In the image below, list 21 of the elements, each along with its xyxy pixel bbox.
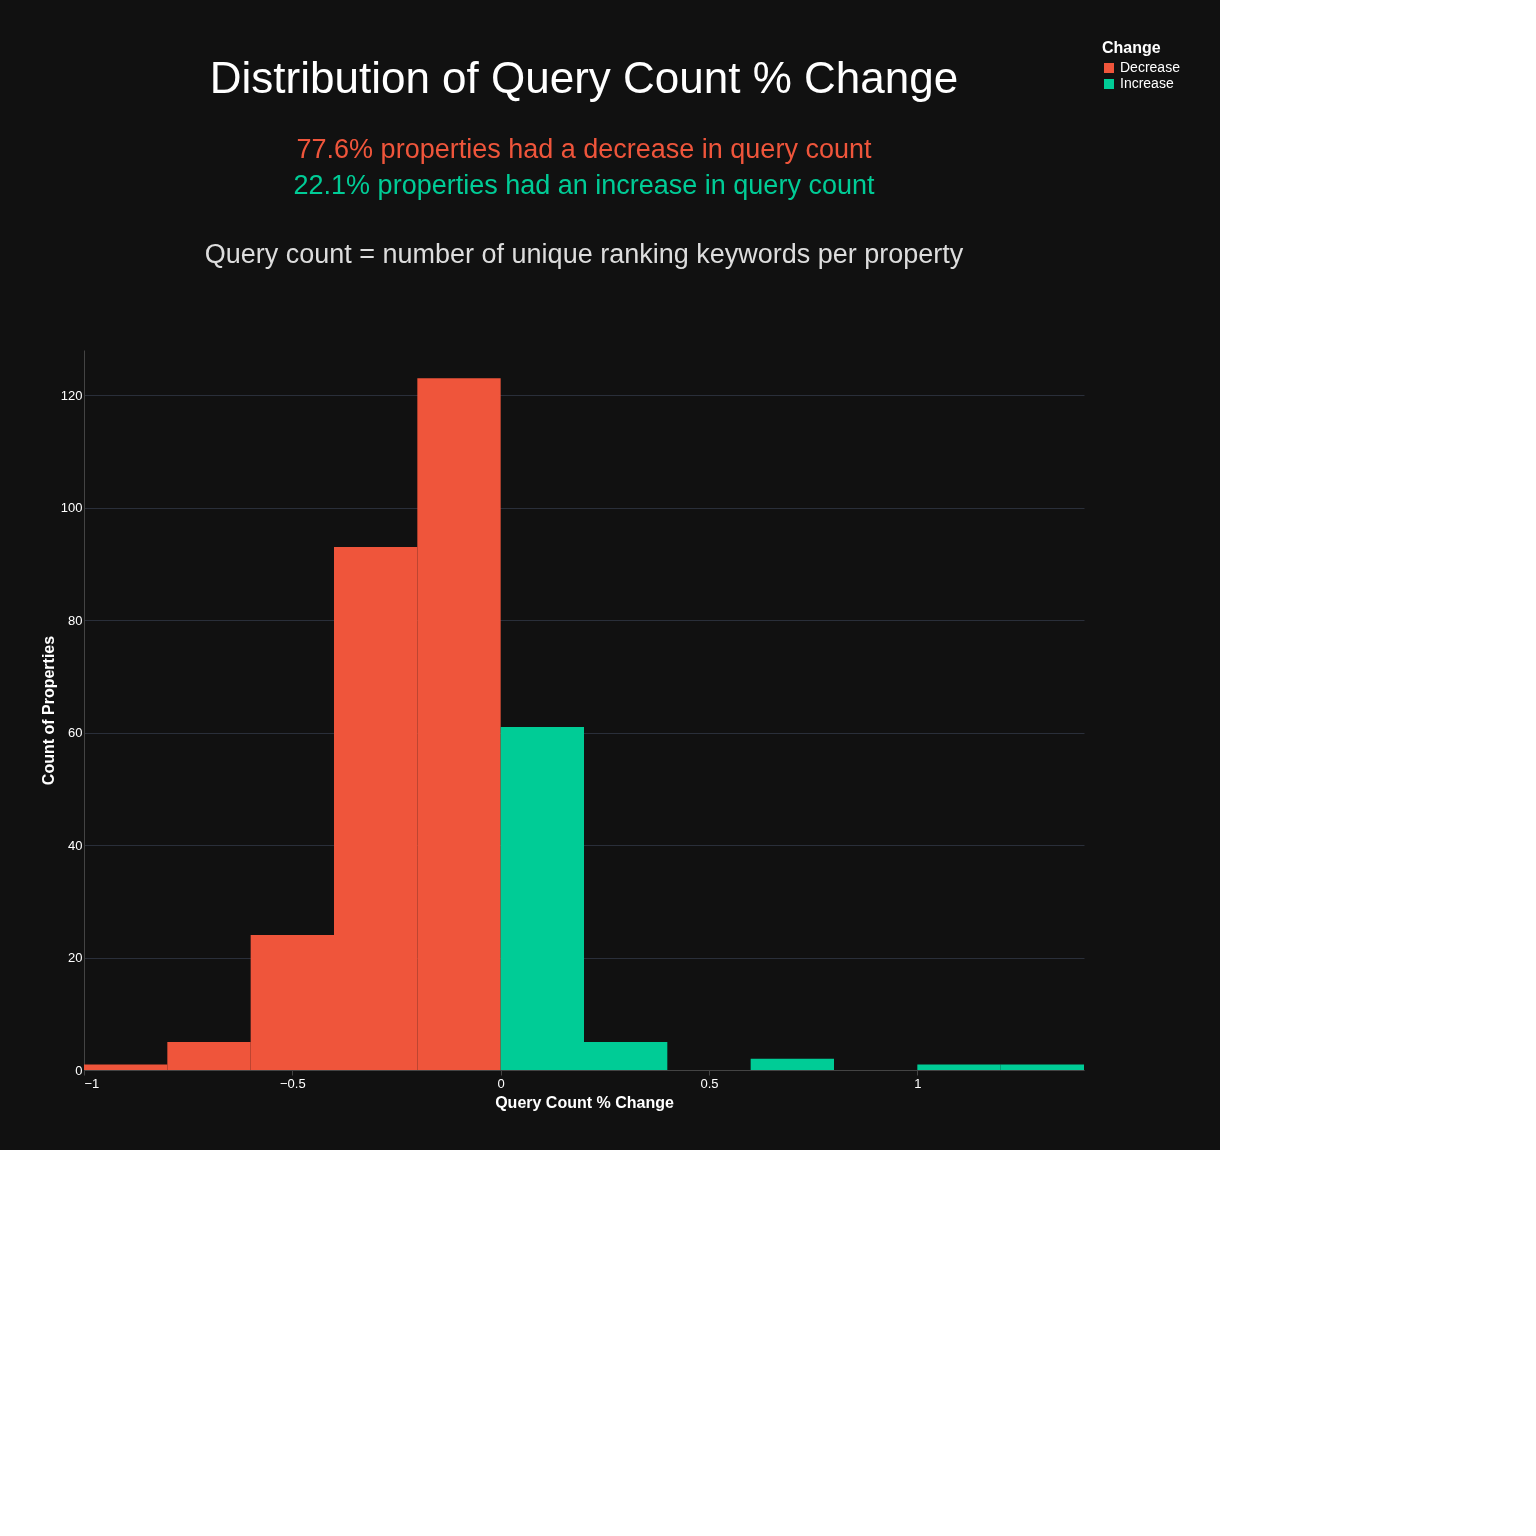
y-tick-label: 80 xyxy=(68,612,83,628)
x-tick-label: 1 xyxy=(914,1075,922,1091)
y-axis-title: Count of Properties xyxy=(39,635,57,786)
y-tick-label: 60 xyxy=(68,725,83,740)
legend-label: Decrease xyxy=(1120,59,1181,75)
x-tick-label: −1 xyxy=(84,1075,100,1091)
x-tick-label: 0 xyxy=(497,1075,505,1091)
y-tick-label: 0 xyxy=(75,1062,83,1078)
y-tick-label: 20 xyxy=(68,950,83,965)
chart-title: Distribution of Query Count % Change xyxy=(209,53,959,102)
y-tick-label: 100 xyxy=(60,500,83,515)
x-axis-title: Query Count % Change xyxy=(495,1093,674,1111)
text: Query count = number of unique ranking keywords per property xyxy=(204,239,964,269)
y-tick-label: 40 xyxy=(68,837,83,853)
legend-title: Change xyxy=(1102,39,1161,56)
text: 22.1% properties had an increase in query count xyxy=(293,170,875,200)
text: 77.6% properties had a decrease in query count xyxy=(296,134,872,164)
legend-label: Increase xyxy=(1120,75,1174,91)
x-tick-label: 0.5 xyxy=(700,1075,719,1091)
x-tick-label: −0.5 xyxy=(280,1075,306,1091)
y-tick-label: 120 xyxy=(60,387,83,403)
